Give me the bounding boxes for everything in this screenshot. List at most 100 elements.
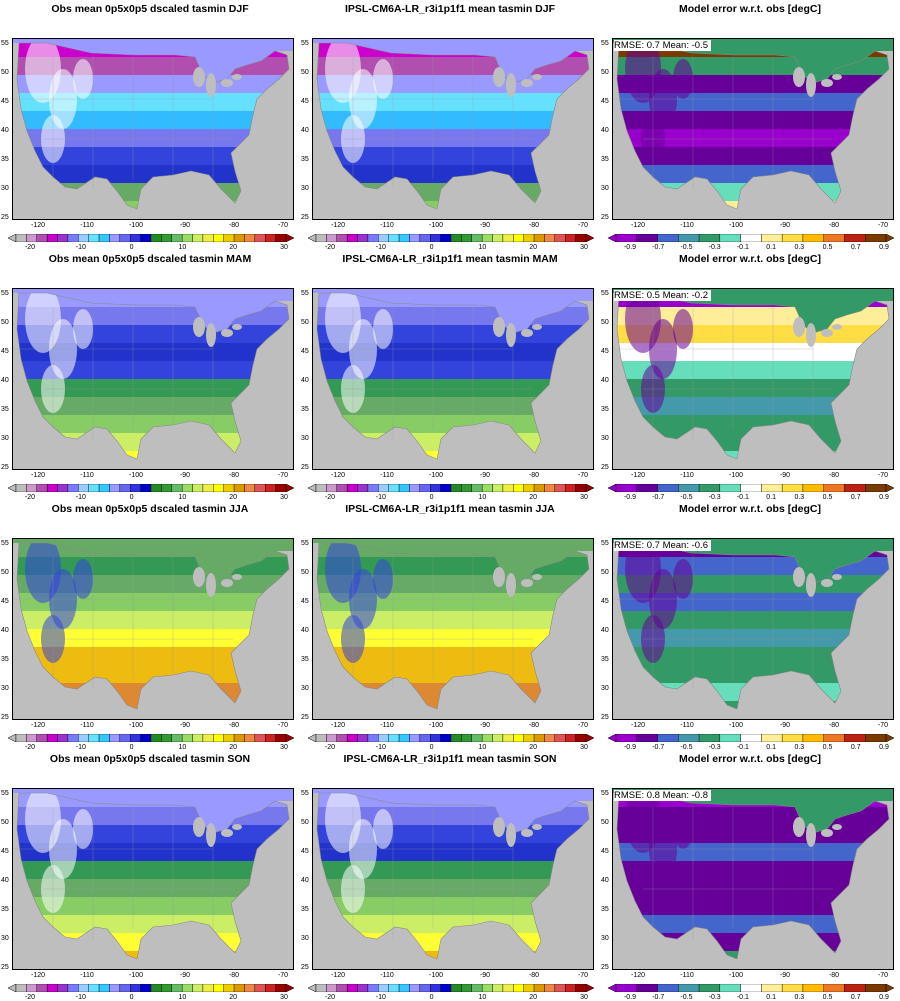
colorbar-tick-label: 20 (529, 994, 538, 1001)
map-frame: RMSE: 0.7 Mean: -0.5 (612, 38, 894, 220)
temperature-colorbar (308, 984, 594, 992)
lon-tick-label: -70 (277, 472, 289, 479)
great-lake (506, 573, 516, 597)
lat-tick-label: 40 (1, 627, 9, 634)
colorbar-swatch (844, 234, 866, 242)
data-band (17, 415, 289, 434)
colorbar-tick-label: 0.5 (822, 494, 833, 501)
data-band (617, 379, 889, 398)
terrain-patch (373, 809, 393, 849)
colorbar-swatch (781, 234, 804, 242)
lat-tick-label: 25 (1, 214, 9, 221)
colorbar-swatch (678, 734, 700, 742)
colorbar-swatch (461, 734, 472, 742)
error-colorbar (608, 984, 894, 992)
data-band (17, 683, 289, 702)
data-band (617, 933, 889, 952)
data-band (317, 915, 589, 934)
data-band (17, 629, 289, 648)
colorbar-swatch (523, 734, 535, 742)
colorbar-swatch (357, 484, 369, 492)
colorbar-swatch (171, 984, 183, 992)
colorbar-swatch (130, 984, 141, 992)
great-lake (806, 73, 816, 97)
great-lake (793, 817, 805, 837)
error-colorbar (608, 484, 894, 492)
obs-panel-mam: Obs mean 0p5x0p5 dscaled tasmin MAM 55 50 4… (0, 250, 300, 501)
lon-tick-label: -80 (528, 472, 540, 479)
country-border (616, 542, 890, 710)
colorbar-tick-label: 20 (229, 244, 238, 251)
colorbar-swatch (46, 984, 58, 992)
colorbar-tick-label: 0.1 (766, 744, 776, 751)
colorbar-swatch (481, 734, 493, 742)
data-band (17, 701, 289, 709)
great-lake (821, 829, 833, 837)
temperature-colorbar (308, 234, 594, 242)
great-lake (806, 323, 816, 347)
colorbar-swatch (740, 234, 762, 242)
colorbar-over-arrow (285, 234, 294, 242)
lat-tick-label: 35 (1, 906, 9, 913)
colorbar-swatch (781, 484, 804, 492)
great-lake (221, 329, 233, 337)
lon-tick-label: -90 (479, 972, 491, 979)
colorbar-swatch (336, 234, 348, 242)
colorbar-swatch (98, 984, 110, 992)
temperature-colorbar (308, 484, 594, 492)
colorbar-swatch (865, 234, 887, 242)
lat-tick-label: 45 (601, 848, 609, 855)
colorbar-under-arrow (608, 734, 617, 742)
colorbar-swatch (440, 734, 452, 742)
colorbar-swatch (544, 984, 556, 992)
colorbar-swatch (865, 984, 887, 992)
great-lake (493, 317, 505, 337)
colorbar-swatch (481, 984, 493, 992)
colorbar-under-arrow (308, 734, 317, 742)
data-band (317, 897, 589, 916)
panel-title: Model error w.r.t. obs [degC] (679, 753, 821, 765)
colorbar-swatch (761, 984, 783, 992)
great-lake (193, 567, 205, 587)
temperature-colorbar (8, 234, 294, 242)
colorbar-tick-label: 0.7 (850, 744, 861, 751)
colorbar-swatch (636, 984, 658, 992)
colorbar-swatch (315, 734, 327, 742)
colorbar-over-arrow (285, 734, 294, 742)
colorbar-over-arrow (285, 484, 294, 492)
model-panel-jja: IPSL-CM6A-LR_r3i1p1f1 mean tasmin JJA 55 5… (300, 500, 600, 751)
colorbar-swatch (430, 984, 441, 992)
country-border (316, 42, 590, 210)
colorbar-swatch (46, 484, 58, 492)
great-lake (532, 74, 542, 80)
colorbar-swatch (357, 234, 369, 242)
colorbar-swatch (57, 734, 69, 742)
temperature-colorbar (8, 484, 294, 492)
colorbar-tick-label: 10 (478, 494, 487, 501)
great-lake (206, 323, 216, 347)
lat-tick-label: 35 (301, 156, 309, 163)
great-lake (832, 824, 842, 830)
colorbar-tick-label: -0.5 (680, 994, 693, 1001)
lat-tick-label: 55 (301, 290, 309, 297)
data-band (17, 897, 289, 916)
great-lake (821, 329, 833, 337)
colorbar-under-arrow (8, 484, 17, 492)
colorbar-swatch (502, 984, 514, 992)
panel-title: Model error w.r.t. obs [degC] (679, 253, 821, 265)
colorbar-tick-label: -20 (24, 994, 36, 1001)
err-panel-son: Model error w.r.t. obs [degC] RMSE: 0.8 M… (600, 750, 900, 1001)
lon-tick-label: -90 (779, 972, 791, 979)
lat-tick-label: 35 (601, 156, 609, 163)
great-lake (532, 824, 542, 830)
lat-tick-label: 50 (301, 569, 309, 576)
panel-title: Model error w.r.t. obs [degC] (679, 3, 821, 15)
lon-tick-label: -80 (828, 972, 840, 979)
colorbar-swatch (265, 984, 276, 992)
colorbar-swatch (57, 484, 69, 492)
country-border (616, 42, 890, 210)
colorbar-swatch (440, 484, 452, 492)
lon-tick-label: -80 (528, 222, 540, 229)
colorbar-over-arrow (585, 734, 594, 742)
